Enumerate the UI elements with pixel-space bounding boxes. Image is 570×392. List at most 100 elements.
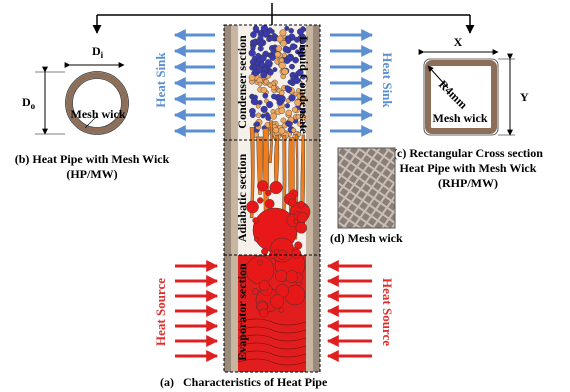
droplet — [289, 64, 294, 69]
condensate-label: Liquid Condensate — [297, 36, 311, 134]
circle-caption-1: (b) Heat Pipe with Mesh Wick — [15, 152, 170, 166]
droplet — [253, 72, 257, 76]
droplet — [263, 93, 268, 98]
droplet — [282, 53, 287, 58]
droplet — [280, 40, 286, 46]
droplet — [255, 61, 260, 66]
droplet — [280, 30, 286, 36]
nucleation — [252, 288, 258, 294]
droplet — [279, 62, 286, 69]
droplet — [282, 68, 289, 75]
mesh-caption: (d) Mesh wick — [330, 231, 403, 245]
di-main: D — [92, 44, 101, 58]
droplet — [258, 46, 264, 52]
droplet — [259, 62, 265, 68]
droplet — [250, 32, 256, 38]
di-sub: i — [101, 50, 104, 60]
droplet — [281, 118, 286, 123]
droplet — [297, 28, 303, 34]
heat-source-right: Heat Source — [380, 278, 395, 346]
droplet — [256, 104, 260, 108]
nucleation — [261, 248, 268, 255]
nucleation — [294, 219, 298, 223]
y-label: Y — [520, 90, 529, 104]
nucleation — [274, 249, 279, 254]
rect-caption-2: Heat Pipe with Mesh Wick — [400, 161, 537, 175]
mesh-image — [338, 148, 395, 228]
droplet — [260, 54, 267, 61]
do-label: Do — [22, 95, 36, 111]
droplet — [251, 98, 258, 105]
droplet — [285, 103, 290, 108]
circle-section — [35, 65, 129, 135]
circle-caption-2: (HP/MW) — [66, 167, 117, 181]
droplet — [289, 94, 296, 101]
droplet — [266, 101, 273, 108]
droplet — [279, 58, 283, 62]
droplet — [290, 44, 296, 50]
caption-label: (a) — [160, 375, 174, 389]
droplet — [283, 46, 289, 52]
caption-title: Characteristics of Heat Pipe — [183, 375, 328, 389]
rect-caption-3: (RHP/MW) — [438, 176, 498, 190]
droplet — [255, 122, 260, 127]
nucleation — [259, 309, 268, 318]
nucleation — [296, 222, 307, 233]
radius-label: R4mm — [436, 77, 470, 111]
droplet — [261, 106, 268, 113]
adiabatic-label: Adiabatic section — [235, 154, 249, 243]
droplet — [250, 112, 255, 117]
droplet — [278, 128, 285, 135]
droplet — [261, 87, 267, 93]
droplet — [279, 108, 285, 114]
nucleation — [257, 181, 268, 192]
droplet — [260, 71, 267, 78]
nucleation — [257, 197, 263, 203]
nucleation — [297, 212, 307, 222]
droplet — [253, 26, 259, 32]
droplet — [258, 82, 262, 86]
droplet — [256, 39, 261, 44]
droplet — [271, 94, 276, 99]
condenser-label: Condenser section — [235, 35, 249, 129]
droplet — [265, 59, 271, 65]
droplet — [271, 85, 276, 90]
droplet — [270, 55, 276, 61]
droplet — [286, 55, 293, 62]
nucleation — [286, 271, 298, 283]
nucleation — [253, 218, 259, 224]
di-label: Di — [92, 44, 104, 60]
heat-sink-left: Heat Sink — [153, 52, 168, 108]
droplet — [285, 85, 290, 90]
droplet — [292, 107, 298, 113]
x-label: X — [454, 35, 463, 49]
droplet — [291, 128, 296, 133]
nucleation — [292, 249, 301, 258]
nucleation — [270, 294, 284, 308]
droplet — [261, 114, 265, 118]
do-sub: o — [31, 101, 36, 111]
nucleation — [254, 237, 258, 241]
circle-wick-label: Mesh wick — [71, 107, 126, 121]
droplet — [286, 110, 292, 116]
droplet — [276, 46, 282, 52]
droplet — [289, 28, 294, 33]
heat-source-left: Heat Source — [153, 278, 168, 346]
diagram: Di Do Mesh wick (b) Heat Pipe with Mesh … — [0, 0, 570, 392]
droplet — [279, 95, 286, 102]
nucleation — [297, 201, 304, 208]
nucleation — [289, 199, 297, 207]
nucleation — [275, 270, 287, 282]
rect-wick-label: Mesh wick — [433, 111, 488, 125]
nucleation — [259, 280, 270, 291]
droplet — [249, 50, 256, 57]
droplet — [272, 33, 276, 37]
droplet — [275, 52, 281, 58]
evaporator-label: Evaporator section — [235, 263, 249, 361]
droplet — [273, 127, 279, 133]
nucleation — [279, 308, 284, 313]
droplet — [268, 69, 274, 75]
do-main: D — [22, 95, 31, 109]
nucleation — [258, 260, 263, 265]
droplet — [284, 26, 289, 31]
